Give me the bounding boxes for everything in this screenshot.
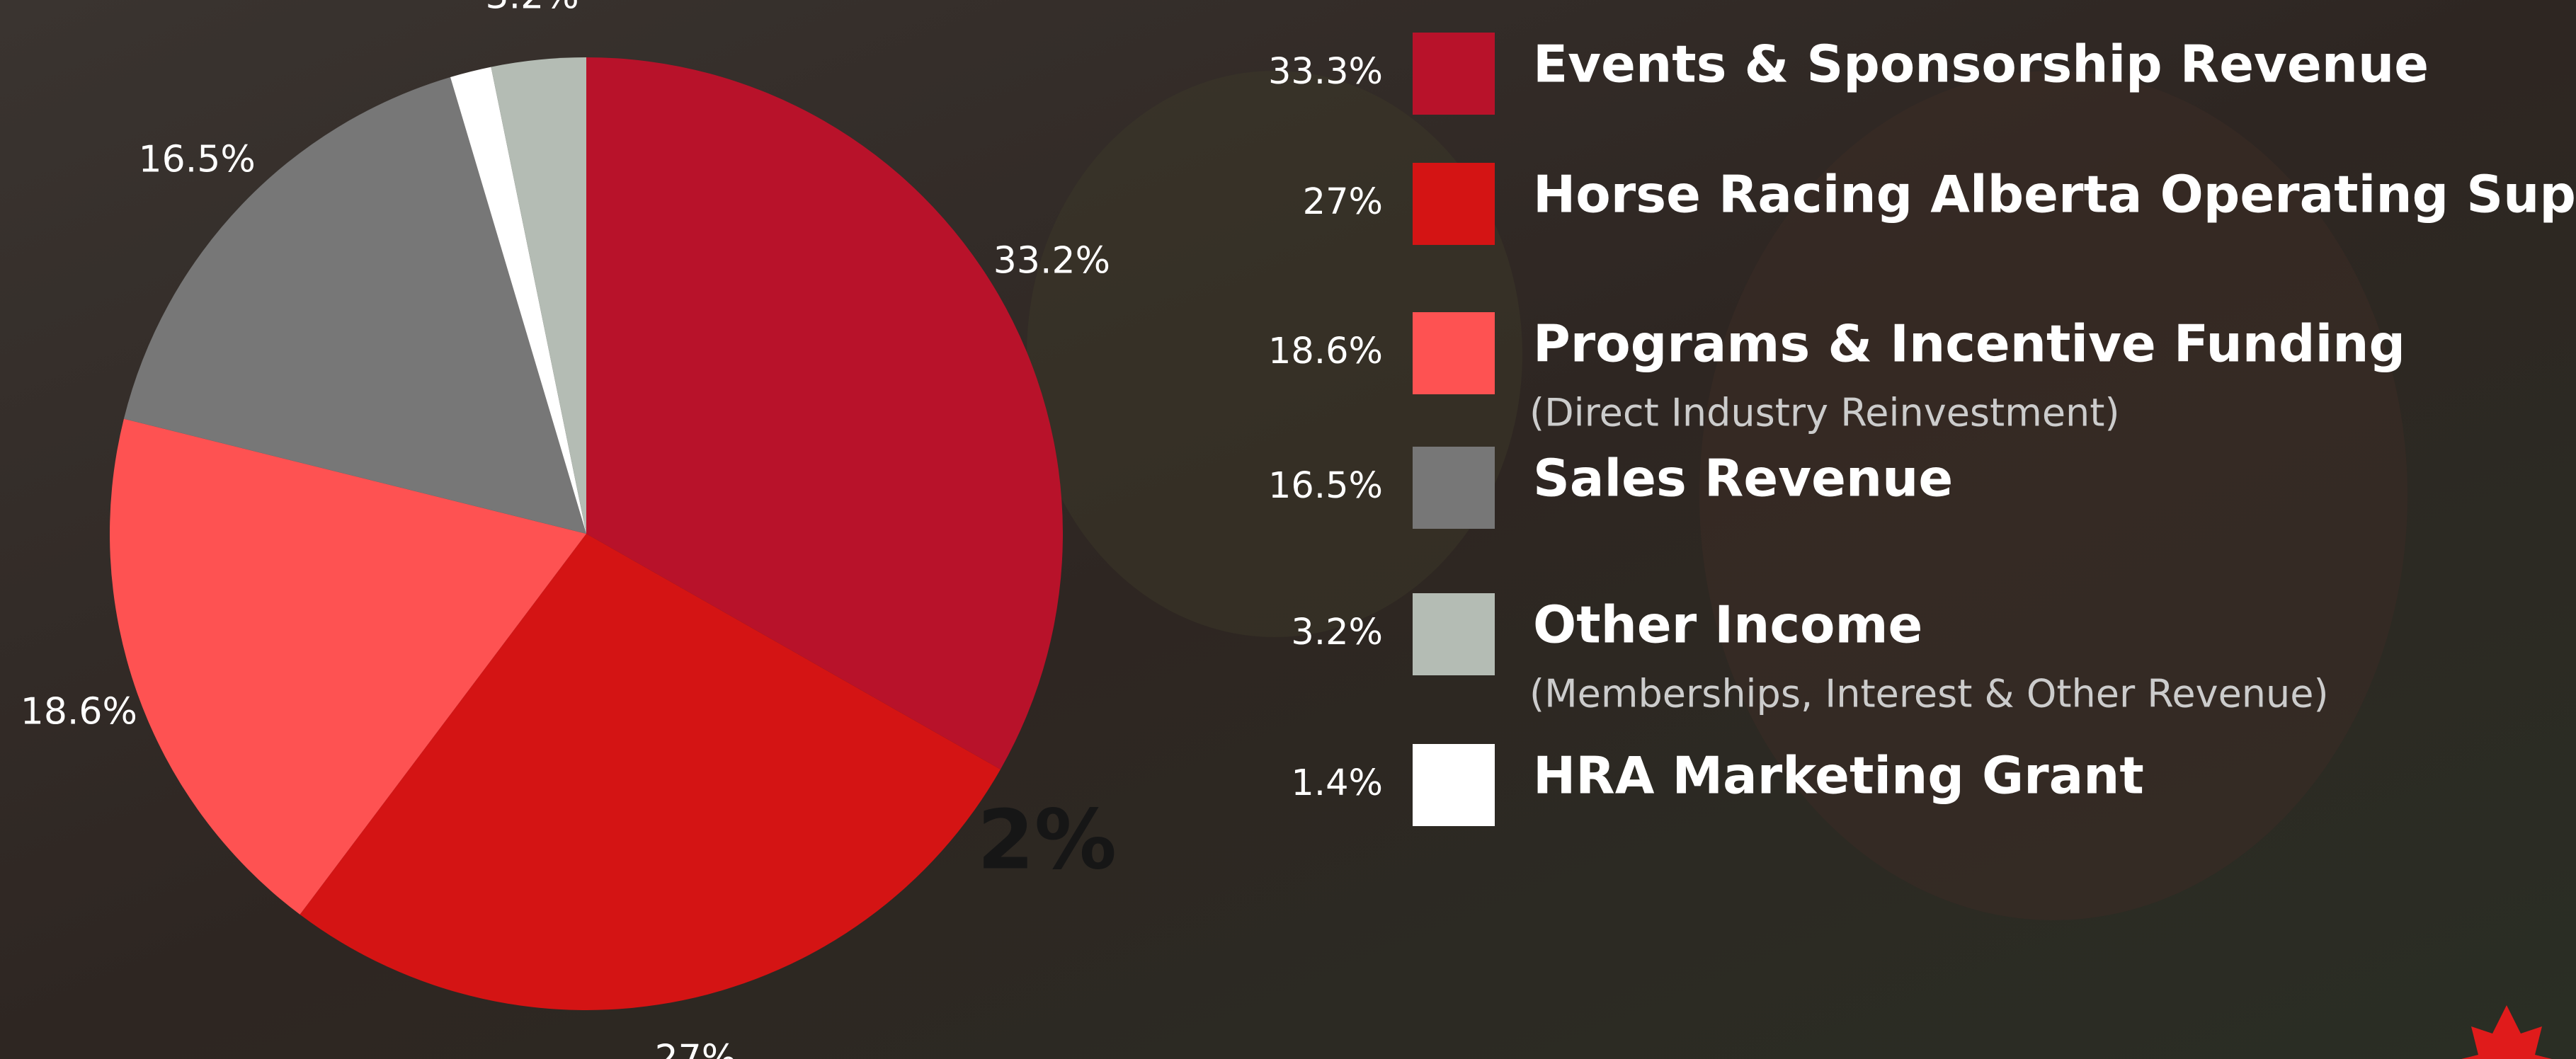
legend-swatch [1413,447,1495,529]
legend-percent: 1.4% [1291,762,1383,804]
legend-label: Events & Sponsorship Revenue [1533,35,2429,94]
legend-percent: 3.2% [1291,612,1383,653]
legend-label: Horse Racing Alberta Operating Support [1533,165,2576,224]
slice-label: 3.2% [486,0,579,17]
slice-label: 27% [655,1038,737,1059]
page: 2% 33.2% 27% 18.6% 16.5% 3.2% 33.3% Events & S… [0,0,2576,1059]
legend-percent: 18.6% [1268,331,1383,372]
legend-swatch [1413,163,1495,245]
slice-label: 16.5% [139,139,256,181]
legend-percent: 16.5% [1268,465,1383,507]
slice-label: 18.6% [21,690,137,733]
legend-swatch [1413,744,1495,826]
legend-note: (Memberships, Interest & Other Revenue) [1529,672,2329,716]
legend-note: (Direct Industry Reinvestment) [1529,391,2120,435]
slice-label: 33.2% [993,240,1110,282]
annotation: 2% [977,793,1117,888]
legend-label: HRA Marketing Grant [1533,746,2144,806]
legend-swatch [1413,312,1495,394]
legend-swatch [1413,33,1495,115]
legend-percent: 33.3% [1268,51,1383,93]
legend-swatch [1413,593,1495,675]
chart: 2% 33.2% 27% 18.6% 16.5% 3.2% 33.3% Events & S… [0,0,2576,1059]
legend-label: Other Income [1533,595,1922,655]
legend-percent: 27% [1303,181,1383,223]
legend-label: Programs & Incentive Funding [1533,314,2405,374]
legend-label: Sales Revenue [1533,449,1953,508]
